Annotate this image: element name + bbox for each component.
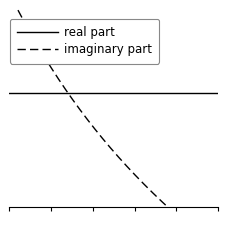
real part bbox=[8, 91, 10, 94]
real part bbox=[212, 91, 215, 94]
imaginary part bbox=[107, 144, 110, 147]
imaginary part bbox=[108, 146, 111, 148]
Line: imaginary part: imaginary part bbox=[9, 0, 218, 225]
real part bbox=[121, 91, 124, 94]
imaginary part bbox=[179, 217, 182, 220]
real part bbox=[107, 91, 110, 94]
real part bbox=[132, 91, 135, 94]
Legend: real part, imaginary part: real part, imaginary part bbox=[10, 19, 159, 63]
real part bbox=[179, 91, 182, 94]
real part bbox=[108, 91, 111, 94]
imaginary part bbox=[132, 172, 135, 175]
real part bbox=[217, 91, 220, 94]
imaginary part bbox=[121, 160, 124, 162]
